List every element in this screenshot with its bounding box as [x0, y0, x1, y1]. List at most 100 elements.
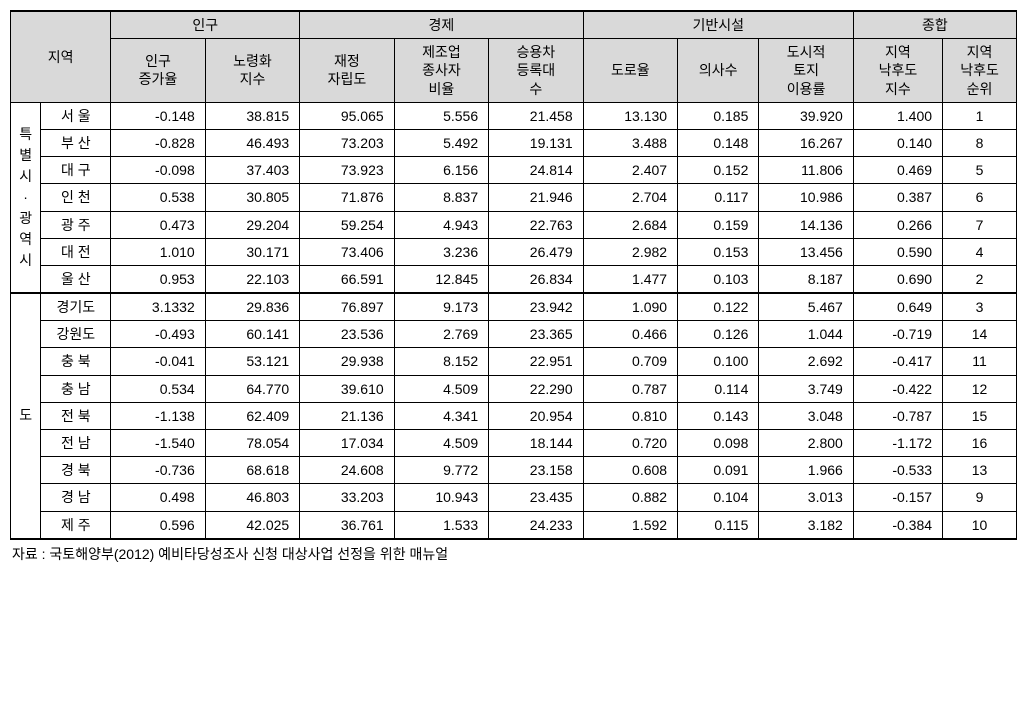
- cell-value: 73.923: [300, 157, 394, 184]
- table-row: 부 산-0.82846.49373.2035.49219.1313.4880.1…: [11, 129, 1017, 156]
- cell-value: 20.954: [489, 402, 583, 429]
- table-row: 경 남0.49846.80333.20310.94323.4350.8820.1…: [11, 484, 1017, 511]
- city-name: 광 주: [41, 211, 111, 238]
- city-name: 충 남: [41, 375, 111, 402]
- cell-value: 13.130: [583, 102, 677, 129]
- table-header: 지역 인구 경제 기반시설 종합 인구증가율노령화지수재정자립도제조업종사자비율…: [11, 11, 1017, 102]
- cell-value: 26.479: [489, 238, 583, 265]
- cell-value: 0.534: [111, 375, 205, 402]
- cell-value: 22.763: [489, 211, 583, 238]
- cell-value: 0.143: [678, 402, 759, 429]
- cell-value: 0.882: [583, 484, 677, 511]
- cell-value: 2.704: [583, 184, 677, 211]
- cell-value: 2.982: [583, 238, 677, 265]
- cell-value: 71.876: [300, 184, 394, 211]
- cell-value: 24.608: [300, 457, 394, 484]
- cell-value: 0.100: [678, 348, 759, 375]
- cell-value: 1.400: [853, 102, 942, 129]
- cell-value: 0.387: [853, 184, 942, 211]
- city-name: 부 산: [41, 129, 111, 156]
- cell-value: 46.803: [205, 484, 299, 511]
- city-name: 강원도: [41, 321, 111, 348]
- table-footnote: 자료 : 국토해양부(2012) 예비타당성조사 신청 대상사업 선정을 위한 …: [10, 544, 1017, 564]
- cell-value: 95.065: [300, 102, 394, 129]
- cell-value: 2.692: [759, 348, 853, 375]
- cell-value: 3.013: [759, 484, 853, 511]
- cell-value: 21.458: [489, 102, 583, 129]
- column-header-4: 승용차등록대수: [489, 39, 583, 103]
- cell-value: 73.406: [300, 238, 394, 265]
- cell-value: 4.341: [394, 402, 488, 429]
- cell-value: 13.456: [759, 238, 853, 265]
- cell-value: 73.203: [300, 129, 394, 156]
- cell-value: 0.473: [111, 211, 205, 238]
- cell-value: 3.749: [759, 375, 853, 402]
- column-header-6: 의사수: [678, 39, 759, 103]
- cell-value: -0.041: [111, 348, 205, 375]
- header-row-groups: 지역 인구 경제 기반시설 종합: [11, 11, 1017, 39]
- cell-value: 16.267: [759, 129, 853, 156]
- cell-value: 21.946: [489, 184, 583, 211]
- column-header-7: 도시적토지이용률: [759, 39, 853, 103]
- cell-value: -0.533: [853, 457, 942, 484]
- table-row: 대 구-0.09837.40373.9236.15624.8142.4070.1…: [11, 157, 1017, 184]
- header-population: 인구: [111, 11, 300, 39]
- cell-value: 15: [943, 402, 1017, 429]
- cell-value: 39.920: [759, 102, 853, 129]
- cell-value: 0.185: [678, 102, 759, 129]
- cell-value: 10.986: [759, 184, 853, 211]
- cell-value: 11: [943, 348, 1017, 375]
- cell-value: 29.938: [300, 348, 394, 375]
- cell-value: 0.091: [678, 457, 759, 484]
- cell-value: 24.814: [489, 157, 583, 184]
- cell-value: 24.233: [489, 511, 583, 539]
- cell-value: 4.943: [394, 211, 488, 238]
- cell-value: 7: [943, 211, 1017, 238]
- cell-value: -1.138: [111, 402, 205, 429]
- cell-value: 13: [943, 457, 1017, 484]
- table-row: 도경기도3.133229.83676.8979.17323.9421.0900.…: [11, 293, 1017, 321]
- column-header-1: 노령화지수: [205, 39, 299, 103]
- city-name: 경 북: [41, 457, 111, 484]
- cell-value: 14: [943, 321, 1017, 348]
- column-header-2: 재정자립도: [300, 39, 394, 103]
- column-header-3: 제조업종사자비율: [394, 39, 488, 103]
- city-name: 제 주: [41, 511, 111, 539]
- cell-value: 64.770: [205, 375, 299, 402]
- table-row: 제 주0.59642.02536.7611.53324.2331.5920.11…: [11, 511, 1017, 539]
- header-total: 종합: [853, 11, 1016, 39]
- cell-value: -0.736: [111, 457, 205, 484]
- cell-value: 0.148: [678, 129, 759, 156]
- cell-value: 0.140: [853, 129, 942, 156]
- header-infra: 기반시설: [583, 11, 853, 39]
- cell-value: 4: [943, 238, 1017, 265]
- cell-value: 3.048: [759, 402, 853, 429]
- cell-value: -0.098: [111, 157, 205, 184]
- cell-value: 9.772: [394, 457, 488, 484]
- city-name: 대 구: [41, 157, 111, 184]
- cell-value: 0.810: [583, 402, 677, 429]
- table-row: 특별시·광역시서 울-0.14838.81595.0655.55621.4581…: [11, 102, 1017, 129]
- cell-value: 4.509: [394, 375, 488, 402]
- cell-value: 23.158: [489, 457, 583, 484]
- cell-value: 23.536: [300, 321, 394, 348]
- cell-value: 18.144: [489, 430, 583, 457]
- table-row: 울 산0.95322.10366.59112.84526.8341.4770.1…: [11, 265, 1017, 293]
- region-group-label: 도: [11, 293, 41, 539]
- regional-stats-table-container: 지역 인구 경제 기반시설 종합 인구증가율노령화지수재정자립도제조업종사자비율…: [10, 10, 1017, 564]
- cell-value: 0.690: [853, 265, 942, 293]
- column-header-0: 인구증가율: [111, 39, 205, 103]
- cell-value: 68.618: [205, 457, 299, 484]
- cell-value: 10: [943, 511, 1017, 539]
- cell-value: 6: [943, 184, 1017, 211]
- cell-value: 0.608: [583, 457, 677, 484]
- cell-value: 33.203: [300, 484, 394, 511]
- cell-value: 0.498: [111, 484, 205, 511]
- cell-value: 8.837: [394, 184, 488, 211]
- cell-value: 23.435: [489, 484, 583, 511]
- cell-value: -1.172: [853, 430, 942, 457]
- cell-value: 10.943: [394, 484, 488, 511]
- cell-value: 30.805: [205, 184, 299, 211]
- cell-value: 30.171: [205, 238, 299, 265]
- column-header-9: 지역낙후도순위: [943, 39, 1017, 103]
